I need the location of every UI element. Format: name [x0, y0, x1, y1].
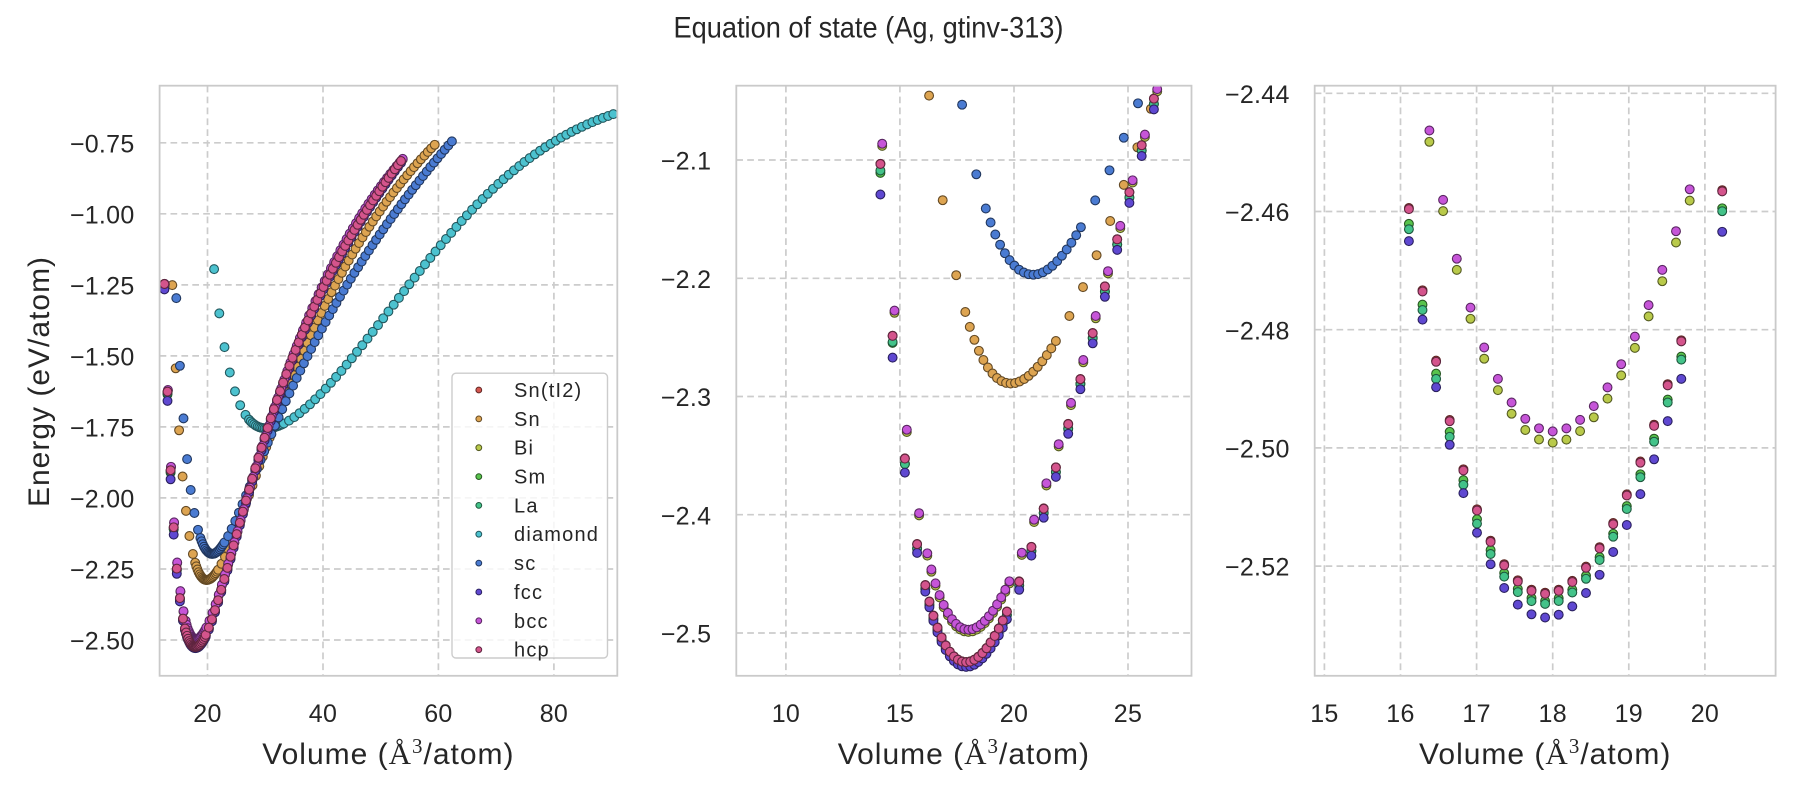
svg-text:−2.52: −2.52: [1225, 554, 1290, 582]
svg-text:Equation of state (Ag, gtinv-3: Equation of state (Ag, gtinv-313): [674, 12, 1064, 45]
svg-text:17: 17: [1462, 700, 1490, 728]
svg-text:bcc: bcc: [514, 611, 549, 633]
svg-text:80: 80: [540, 700, 568, 728]
svg-text:15: 15: [1310, 700, 1338, 728]
svg-text:−2.50: −2.50: [1225, 436, 1290, 464]
svg-text:25: 25: [1114, 700, 1142, 728]
svg-text:−2.2: −2.2: [661, 266, 712, 294]
svg-text:−2.5: −2.5: [661, 621, 712, 649]
svg-text:Sn(tI2): Sn(tI2): [514, 380, 582, 402]
svg-text:La: La: [514, 495, 539, 517]
svg-text:60: 60: [424, 700, 452, 728]
svg-text:Volume (Å3/atom): Volume (Å3/atom): [1419, 734, 1671, 771]
svg-text:−2.1: −2.1: [661, 148, 712, 176]
svg-text:Energy (eV/atom): Energy (eV/atom): [23, 256, 56, 507]
svg-text:−2.46: −2.46: [1225, 199, 1290, 227]
svg-text:−2.4: −2.4: [661, 502, 712, 530]
svg-text:hcp: hcp: [514, 640, 550, 662]
svg-text:Bi: Bi: [514, 438, 534, 460]
svg-text:−2.50: −2.50: [70, 628, 135, 656]
svg-text:Sn: Sn: [514, 409, 541, 431]
svg-text:20: 20: [1000, 700, 1028, 728]
svg-text:40: 40: [309, 700, 337, 728]
svg-text:15: 15: [886, 700, 914, 728]
svg-text:diamond: diamond: [514, 524, 599, 546]
svg-text:−1.25: −1.25: [70, 273, 135, 301]
svg-text:16: 16: [1386, 700, 1414, 728]
svg-text:Sm: Sm: [514, 467, 546, 489]
svg-text:−2.48: −2.48: [1225, 317, 1290, 345]
svg-text:sc: sc: [514, 553, 536, 575]
svg-text:Volume (Å3/atom): Volume (Å3/atom): [838, 734, 1090, 771]
svg-text:−1.00: −1.00: [70, 201, 135, 229]
svg-text:−1.75: −1.75: [70, 415, 135, 443]
svg-text:Volume (Å3/atom): Volume (Å3/atom): [262, 734, 514, 771]
svg-text:−0.75: −0.75: [70, 130, 135, 158]
svg-text:10: 10: [772, 700, 800, 728]
svg-text:−1.50: −1.50: [70, 344, 135, 372]
svg-text:fcc: fcc: [514, 582, 543, 604]
svg-text:20: 20: [1691, 700, 1719, 728]
svg-text:20: 20: [193, 700, 221, 728]
svg-text:18: 18: [1538, 700, 1566, 728]
svg-text:−2.25: −2.25: [70, 557, 135, 585]
svg-text:−2.3: −2.3: [661, 384, 712, 412]
svg-text:−2.44: −2.44: [1225, 81, 1290, 109]
svg-text:19: 19: [1615, 700, 1643, 728]
svg-text:−2.00: −2.00: [70, 486, 135, 514]
